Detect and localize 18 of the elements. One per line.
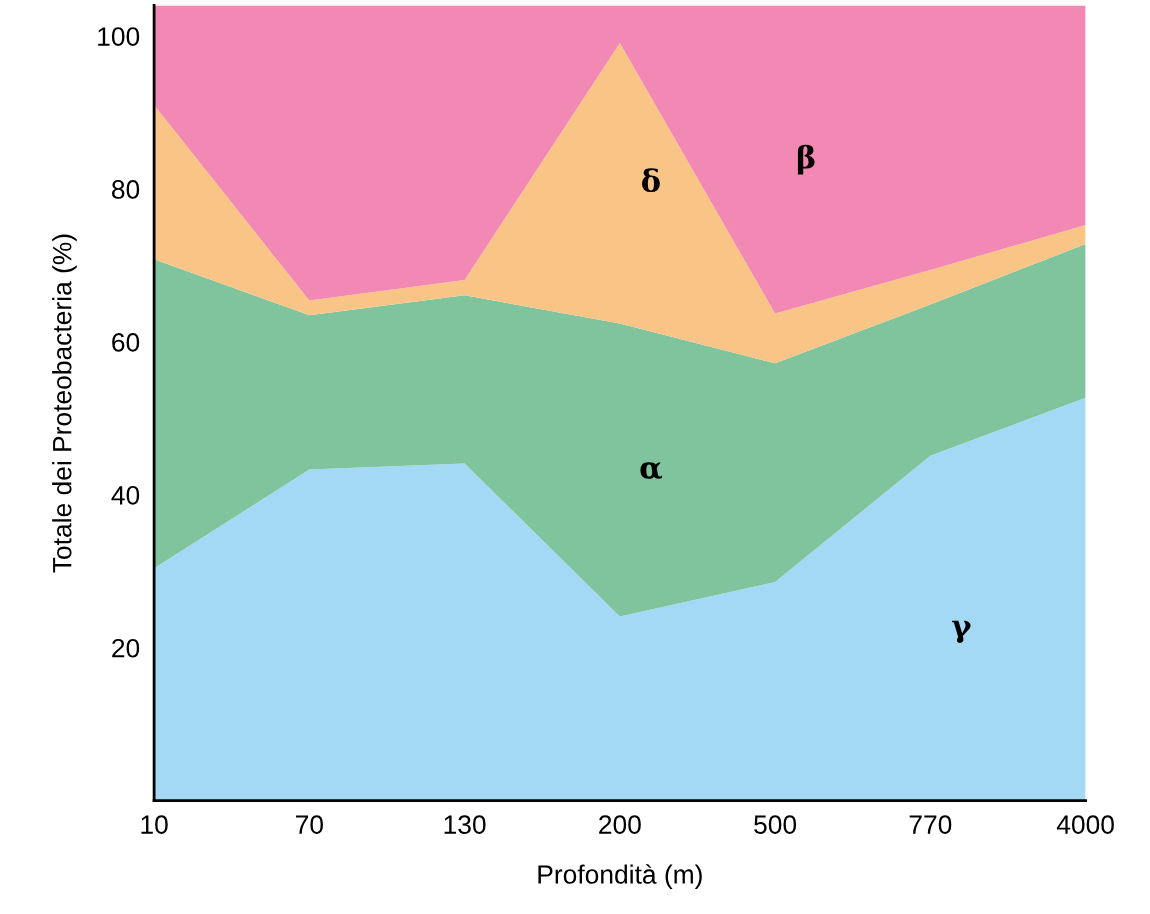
x-axis-title: Profondità (m) bbox=[538, 864, 702, 890]
x-tick-label: 10 bbox=[141, 815, 168, 834]
x-tick-label: 770 bbox=[909, 815, 952, 834]
y-tick-label: 40 bbox=[111, 485, 140, 505]
x-tick-label: 70 bbox=[296, 815, 323, 834]
y-tick-label: 100 bbox=[98, 27, 140, 46]
y-tick-label: 20 bbox=[112, 638, 140, 658]
series-label: β bbox=[797, 144, 815, 175]
x-tick-label: 130 bbox=[444, 815, 486, 834]
series-label: γ bbox=[952, 620, 971, 643]
y-tick-label: 80 bbox=[112, 180, 140, 199]
x-tick-label: 4000 bbox=[1056, 815, 1114, 834]
y-tick-label: 60 bbox=[112, 333, 140, 352]
series-label: α bbox=[640, 462, 662, 479]
x-tick-label: 200 bbox=[599, 815, 641, 834]
x-tick-label: 500 bbox=[754, 815, 797, 834]
series-label: δ bbox=[641, 168, 660, 193]
y-axis-title: Totale dei Proteobacteria (%) bbox=[52, 234, 77, 573]
